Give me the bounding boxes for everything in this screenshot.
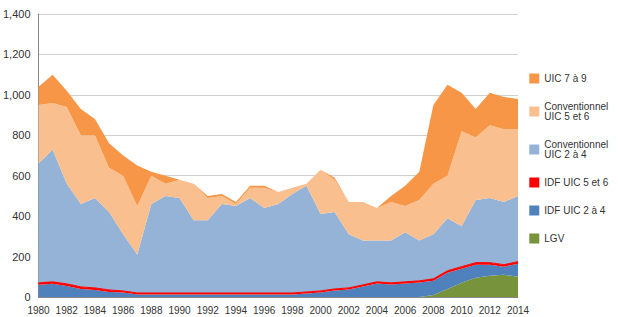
svg-text:800: 800 [12,129,30,141]
svg-text:1984: 1984 [84,305,107,316]
svg-text:600: 600 [12,170,30,182]
svg-text:UIC 2 à 4: UIC 2 à 4 [544,149,587,160]
svg-text:2014: 2014 [507,305,530,316]
svg-text:1982: 1982 [56,305,79,316]
svg-text:1,000: 1,000 [3,89,31,101]
svg-text:1990: 1990 [168,305,191,316]
svg-text:UIC 5 et 6: UIC 5 et 6 [544,111,589,122]
svg-text:2012: 2012 [479,305,502,316]
svg-text:400: 400 [12,210,30,222]
svg-text:0: 0 [24,291,30,303]
svg-text:Conventionnel: Conventionnel [544,101,611,112]
svg-text:1996: 1996 [253,305,276,316]
svg-text:LGV: LGV [544,233,564,244]
svg-text:1994: 1994 [225,305,248,316]
svg-text:UIC 7 à 9: UIC 7 à 9 [544,73,587,84]
svg-text:2002: 2002 [338,305,361,316]
svg-text:Conventionnel: Conventionnel [544,139,611,150]
svg-text:1992: 1992 [197,305,220,316]
svg-text:2000: 2000 [309,305,332,316]
svg-text:IDF UIC 2 à 4: IDF UIC 2 à 4 [544,205,606,216]
svg-text:1998: 1998 [281,305,304,316]
svg-text:1,400: 1,400 [3,8,31,20]
svg-text:200: 200 [12,251,30,263]
svg-text:1986: 1986 [112,305,135,316]
svg-text:2010: 2010 [450,305,473,316]
svg-text:1,200: 1,200 [3,48,31,60]
svg-text:1988: 1988 [140,305,163,316]
svg-text:1980: 1980 [27,305,50,316]
svg-text:2006: 2006 [394,305,417,316]
svg-text:2008: 2008 [422,305,445,316]
svg-text:IDF UIC 5 et 6: IDF UIC 5 et 6 [544,177,608,188]
svg-text:2004: 2004 [366,305,389,316]
